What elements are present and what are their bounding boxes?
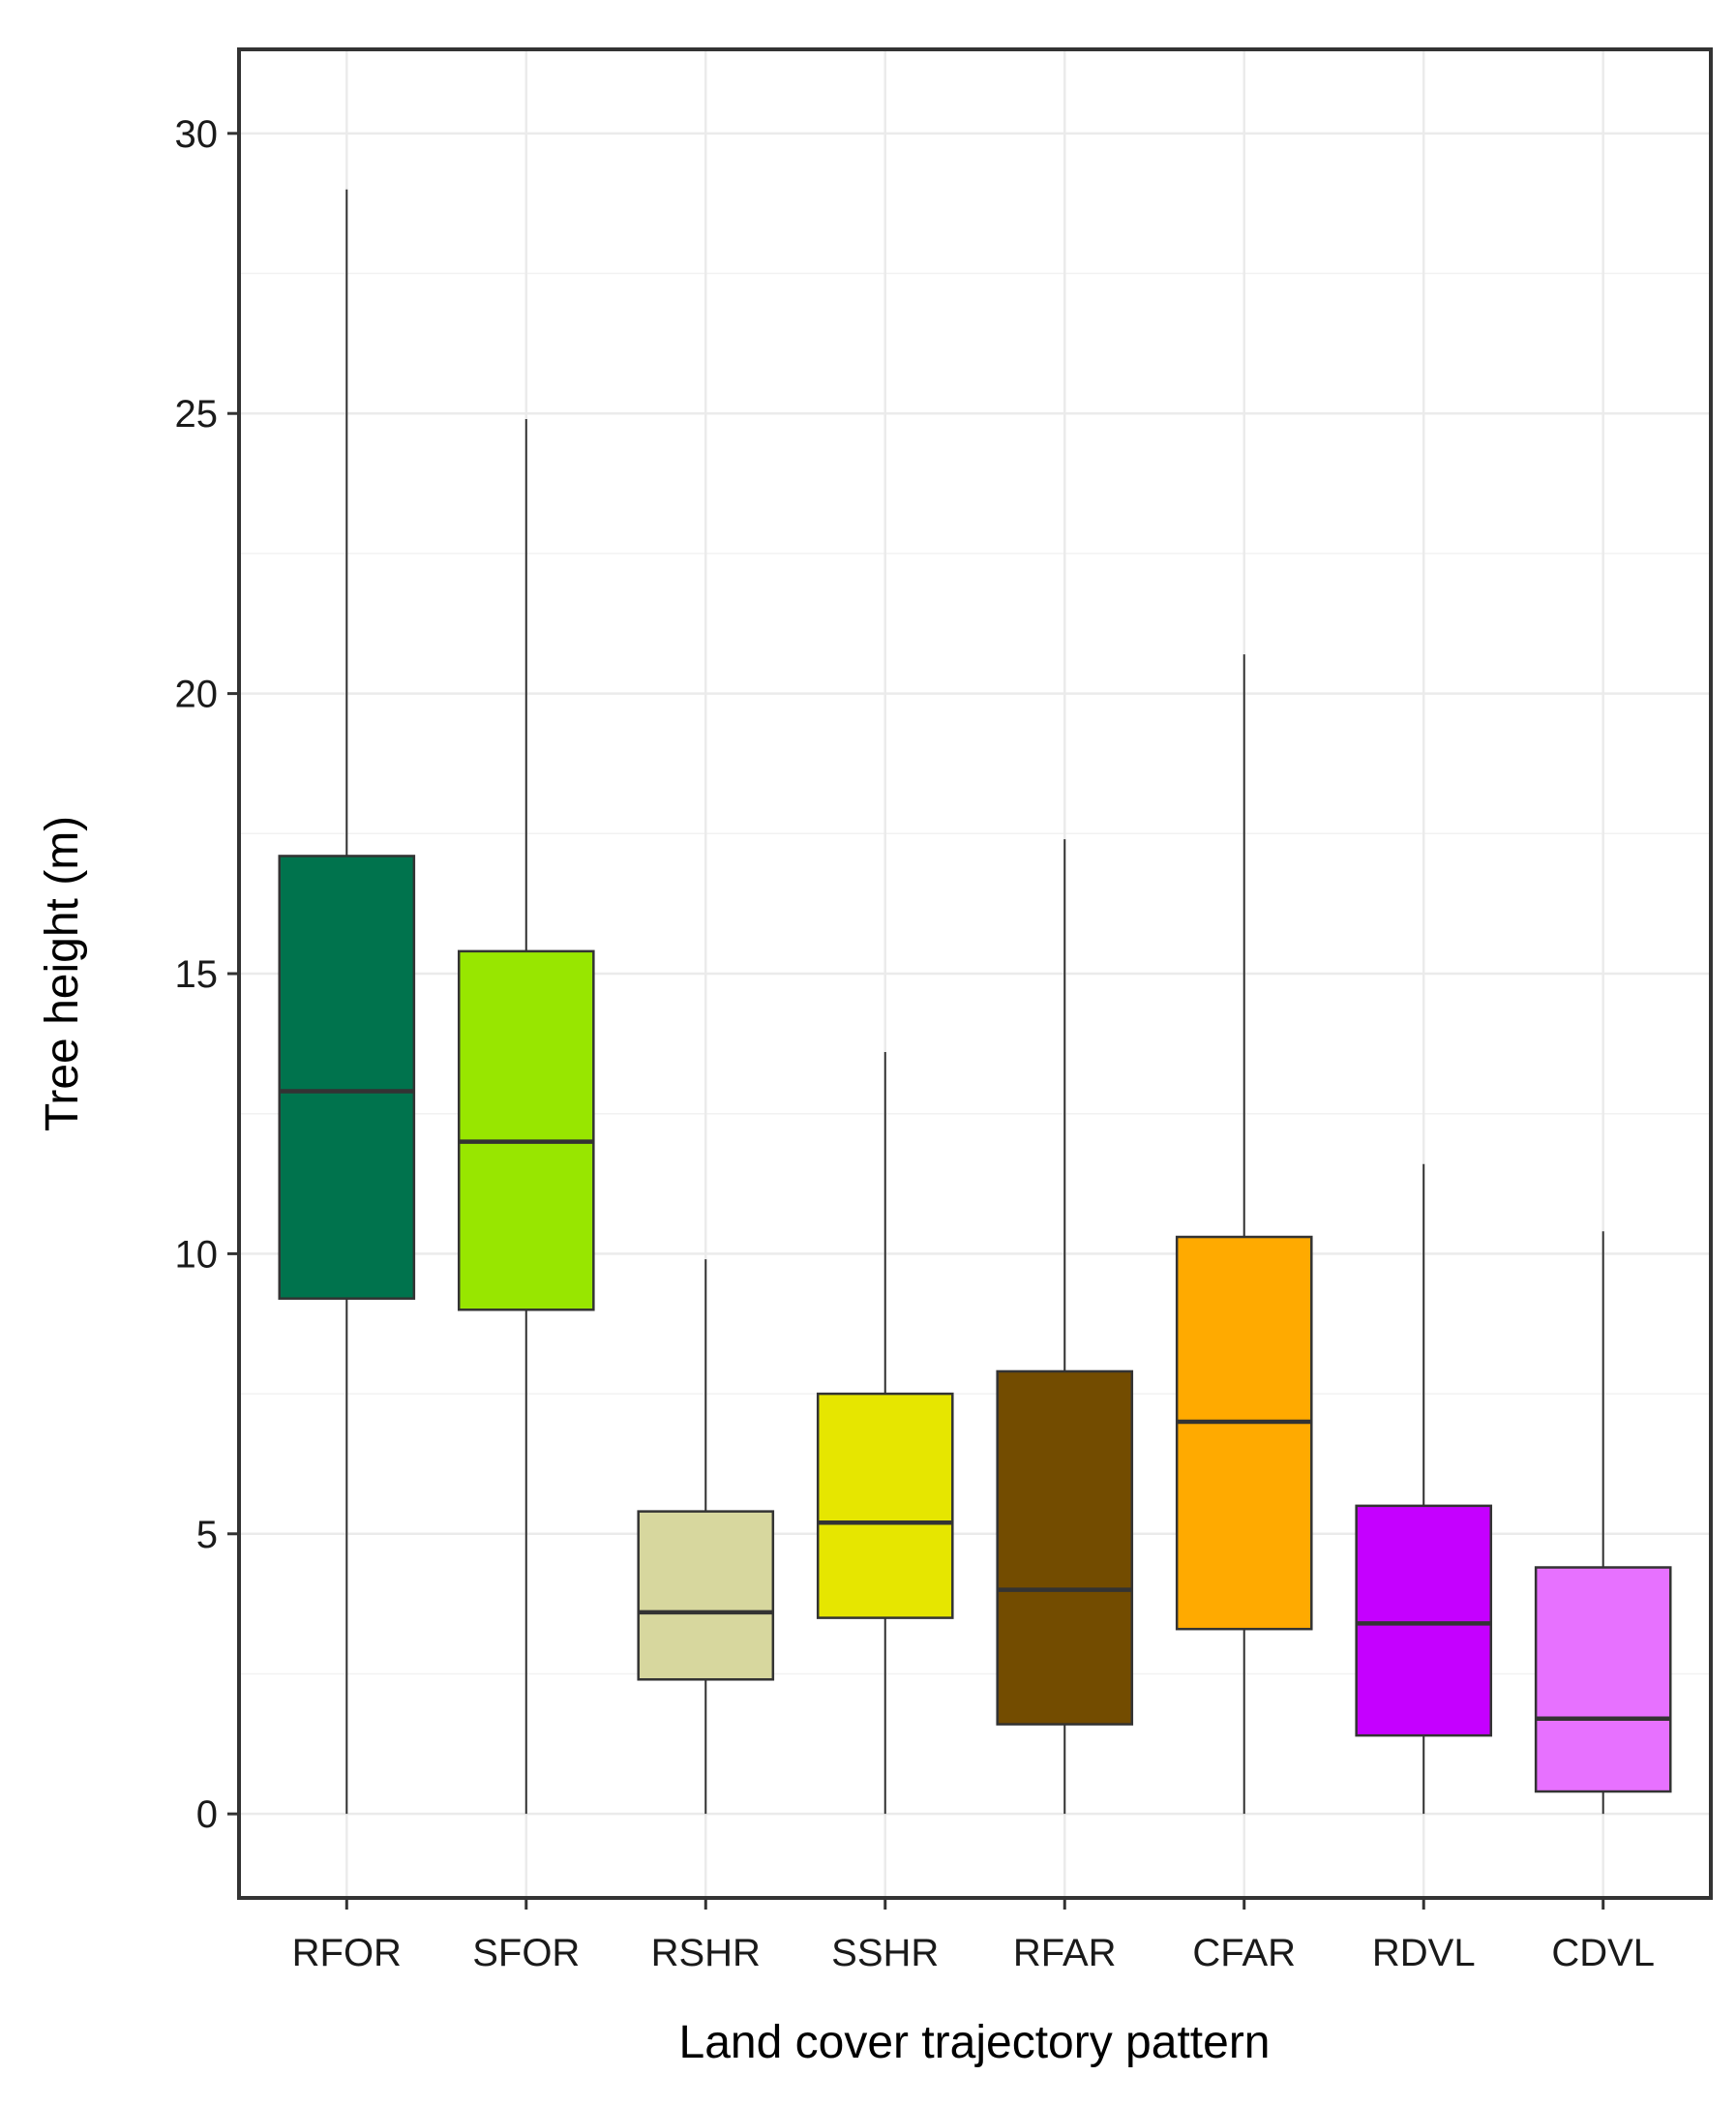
x-axis-title: Land cover trajectory pattern [679,2017,1271,2068]
y-tick-label: 10 [175,1233,219,1276]
iqr-box [1355,1504,1493,1737]
box-rfar [996,839,1134,1815]
iqr-box [816,1392,954,1619]
x-tick-label: RDVL [1372,1932,1476,1974]
x-tick-label: CDVL [1551,1932,1655,1974]
box-sfor [457,419,595,1815]
iqr-box [278,855,416,1300]
y-tick-label: 30 [175,113,219,156]
box-rfor [278,189,416,1815]
y-tick-label: 0 [196,1793,218,1836]
iqr-box [1175,1235,1313,1631]
box-cdvl [1534,1231,1672,1815]
axis-layer: 0 5 10 15 20 25 30 RFOR SFOR RSHR SSHR RFAR CFAR RDVL… [175,113,1656,1974]
iqr-box [1534,1566,1672,1793]
x-tick-label: RFAR [1013,1932,1117,1974]
x-tick-label: RSHR [651,1932,761,1974]
iqr-box [996,1369,1134,1726]
iqr-box [637,1510,775,1681]
iqr-box [457,949,595,1311]
y-tick-label: 15 [175,953,219,996]
y-tick-label: 20 [175,674,219,716]
box-rdvl [1355,1163,1493,1815]
x-tick-label: RFOR [292,1932,402,1974]
y-axis-title: Tree height (m) [37,816,88,1131]
x-tick-label: CFAR [1192,1932,1296,1974]
y-tick-label: 5 [196,1514,218,1556]
box-rshr [637,1259,775,1815]
box-sshr [816,1052,954,1815]
x-tick-label: SSHR [831,1932,939,1974]
x-tick-label: SFOR [472,1932,580,1974]
box-layer [278,189,1672,1815]
y-tick-label: 25 [175,393,219,436]
box-cfar [1175,654,1313,1815]
